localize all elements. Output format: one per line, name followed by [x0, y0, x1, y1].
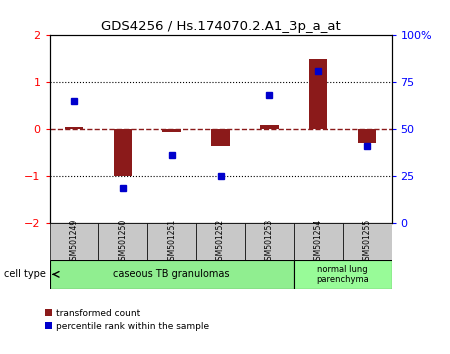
Text: GSM501252: GSM501252 [216, 218, 225, 265]
Bar [65, 127, 83, 129]
Bar [113, 129, 132, 176]
Text: normal lung
parenchyma: normal lung parenchyma [316, 265, 369, 284]
Text: GSM501251: GSM501251 [167, 218, 176, 265]
Bar [358, 129, 376, 143]
Title: GDS4256 / Hs.174070.2.A1_3p_a_at: GDS4256 / Hs.174070.2.A1_3p_a_at [101, 20, 340, 33]
Text: GSM501249: GSM501249 [69, 218, 78, 265]
Bar [294, 223, 342, 260]
Text: GSM501253: GSM501253 [265, 218, 274, 265]
Text: cell type: cell type [4, 269, 46, 279]
Bar [162, 129, 181, 132]
Bar [245, 223, 294, 260]
Bar [309, 59, 328, 129]
Text: GSM501254: GSM501254 [314, 218, 323, 265]
Legend: transformed count, percentile rank within the sample: transformed count, percentile rank withi… [45, 309, 209, 331]
Text: GSM501250: GSM501250 [118, 218, 127, 265]
Bar [260, 125, 279, 129]
Bar [99, 223, 147, 260]
Bar [342, 223, 392, 260]
Bar [294, 260, 392, 289]
Bar [147, 223, 196, 260]
Bar [50, 223, 99, 260]
Bar [211, 129, 230, 145]
Bar [50, 260, 294, 289]
Bar [196, 223, 245, 260]
Text: caseous TB granulomas: caseous TB granulomas [113, 269, 230, 279]
Text: GSM501255: GSM501255 [363, 218, 372, 265]
